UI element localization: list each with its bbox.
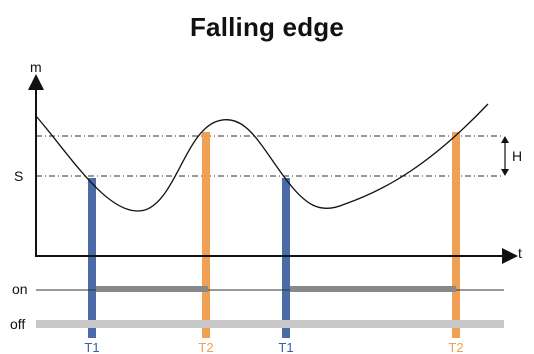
t1-bar-1 (88, 178, 96, 338)
t2-bar-1 (202, 132, 210, 338)
hysteresis-arrow-bottom (501, 169, 509, 176)
on-bar-2 (290, 286, 456, 292)
diagram-title: Falling edge (189, 12, 345, 42)
setpoint-label: S (14, 168, 23, 184)
marker-label-t1-1: T1 (84, 340, 99, 354)
marker-label-t2-2: T2 (448, 340, 463, 354)
signal-curve (35, 103, 489, 212)
marker-label-t2-1: T2 (198, 340, 213, 354)
hysteresis-label: H (512, 148, 522, 164)
hysteresis-arrow-top (501, 136, 509, 143)
on-label: on (12, 281, 28, 297)
t1-bar-2 (282, 178, 290, 338)
marker-label-t1-2: T1 (278, 340, 293, 354)
y-axis-label: m (30, 59, 42, 75)
off-bar (36, 320, 504, 328)
x-axis-label: t (518, 245, 522, 261)
t2-bar-2 (452, 132, 460, 338)
on-bar-1 (96, 286, 208, 292)
off-label: off (10, 316, 25, 332)
